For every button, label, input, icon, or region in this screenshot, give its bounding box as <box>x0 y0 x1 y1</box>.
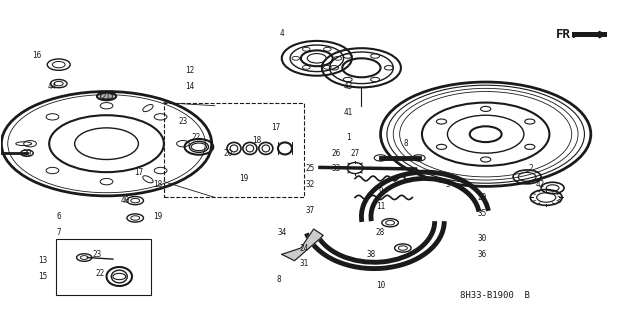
Text: 38: 38 <box>366 250 376 259</box>
Text: 4: 4 <box>280 28 284 38</box>
Text: 28: 28 <box>376 228 385 237</box>
Text: 1: 1 <box>346 133 351 142</box>
Text: 30: 30 <box>478 234 487 243</box>
Text: 22: 22 <box>95 269 105 278</box>
Text: 8: 8 <box>404 139 408 148</box>
Text: 19: 19 <box>239 174 248 183</box>
Text: 2: 2 <box>528 165 532 174</box>
Text: 41: 41 <box>344 108 353 116</box>
Text: FR.: FR. <box>556 28 579 41</box>
Text: 3: 3 <box>557 196 561 205</box>
Text: 25: 25 <box>306 165 315 174</box>
Polygon shape <box>282 229 323 261</box>
Text: 39: 39 <box>22 149 31 158</box>
Text: 18: 18 <box>252 136 261 145</box>
Text: 18: 18 <box>153 180 162 189</box>
Bar <box>572 32 607 37</box>
Text: 19: 19 <box>153 212 162 221</box>
Text: 8: 8 <box>276 275 281 284</box>
Text: 17: 17 <box>134 168 143 177</box>
Text: 35: 35 <box>478 209 487 218</box>
Text: 7: 7 <box>56 228 61 237</box>
Text: 23: 23 <box>179 117 188 126</box>
Text: 26: 26 <box>332 149 340 158</box>
Text: 44: 44 <box>48 82 57 91</box>
Circle shape <box>100 93 113 100</box>
Text: 10: 10 <box>376 281 385 291</box>
Text: 8H33-B1900  B: 8H33-B1900 B <box>460 291 530 300</box>
Text: 43: 43 <box>344 82 353 91</box>
Text: 32: 32 <box>306 180 315 189</box>
Text: 40: 40 <box>121 196 131 205</box>
Text: 14: 14 <box>185 82 194 91</box>
Text: 22: 22 <box>191 133 200 142</box>
Text: 37: 37 <box>306 206 315 215</box>
Text: 27: 27 <box>351 149 360 158</box>
Text: 42: 42 <box>535 180 545 189</box>
Text: 36: 36 <box>478 250 487 259</box>
Text: 34: 34 <box>277 228 286 237</box>
Text: 21: 21 <box>102 92 111 101</box>
Text: 5: 5 <box>445 180 450 189</box>
Text: 13: 13 <box>38 256 47 265</box>
Text: 20: 20 <box>223 149 232 158</box>
Text: 23: 23 <box>92 250 102 259</box>
Text: 6: 6 <box>56 212 61 221</box>
Text: 29: 29 <box>478 193 487 202</box>
Text: 33: 33 <box>332 165 340 174</box>
Text: 11: 11 <box>376 203 385 211</box>
Text: 9: 9 <box>378 187 383 196</box>
Text: 16: 16 <box>32 51 41 60</box>
Text: 12: 12 <box>185 66 194 76</box>
Text: 24: 24 <box>300 243 308 253</box>
Text: 17: 17 <box>271 123 280 132</box>
Text: 15: 15 <box>38 272 47 281</box>
Text: 31: 31 <box>300 259 308 268</box>
